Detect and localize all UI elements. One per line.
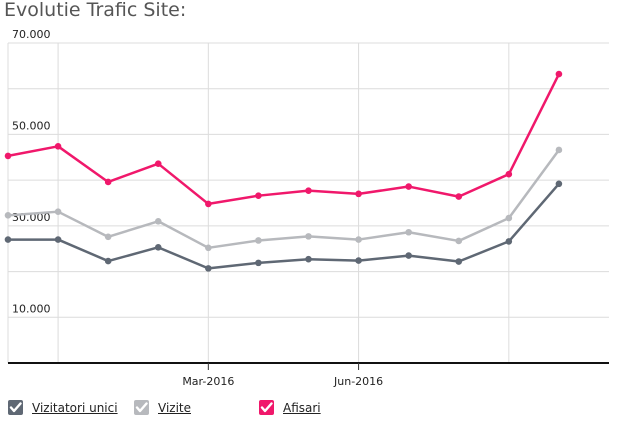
legend-label: Afisari xyxy=(283,400,321,415)
data-point xyxy=(54,236,62,243)
data-point xyxy=(104,233,112,241)
legend-item-vizite[interactable]: Vizite xyxy=(134,400,191,415)
y-tick-label: 70.000 xyxy=(12,28,51,41)
data-point xyxy=(455,258,463,265)
data-point xyxy=(455,193,463,200)
legend-label: Vizite xyxy=(158,400,191,415)
data-point xyxy=(555,70,563,78)
data-point xyxy=(505,214,513,222)
data-point xyxy=(154,160,162,167)
data-point xyxy=(205,200,212,208)
data-point xyxy=(405,228,412,236)
data-point xyxy=(4,152,12,160)
legend-label: Vizitatori unici xyxy=(32,400,118,415)
data-point xyxy=(355,190,362,198)
series-line xyxy=(7,149,560,250)
data-point xyxy=(405,183,412,190)
data-point xyxy=(555,146,563,154)
data-point xyxy=(455,237,463,245)
data-point xyxy=(355,257,362,264)
legend-item-afisari[interactable]: Afisari xyxy=(259,400,321,415)
data-point xyxy=(555,180,563,188)
x-tick-label: Jun-2016 xyxy=(333,375,383,388)
checkbox-checked-icon[interactable] xyxy=(259,400,274,415)
legend-item-vizitatori-unici[interactable]: Vizitatori unici xyxy=(8,400,118,415)
data-point xyxy=(54,143,62,150)
data-point xyxy=(205,244,212,252)
data-point xyxy=(305,233,312,240)
data-point xyxy=(355,236,362,243)
data-point xyxy=(104,178,112,186)
data-point xyxy=(305,255,312,263)
data-point xyxy=(305,187,312,194)
data-point xyxy=(405,252,412,259)
data-point xyxy=(4,236,12,243)
data-point xyxy=(505,238,513,245)
y-tick-label: 50.000 xyxy=(12,119,51,132)
data-point xyxy=(205,265,212,272)
y-tick-label: 10.000 xyxy=(12,302,51,315)
data-point xyxy=(255,237,262,244)
series-line xyxy=(7,73,561,206)
checkbox-checked-icon[interactable] xyxy=(134,400,149,415)
data-point xyxy=(4,212,12,219)
data-point xyxy=(505,170,513,178)
data-point xyxy=(255,259,262,267)
data-point xyxy=(154,244,162,251)
data-point xyxy=(255,192,262,199)
data-point xyxy=(54,208,62,215)
checkbox-checked-icon[interactable] xyxy=(8,400,23,415)
x-tick-label: Mar-2016 xyxy=(182,375,234,388)
data-point xyxy=(104,257,112,265)
data-point xyxy=(154,217,162,225)
chart-title: Evolutie Trafic Site: xyxy=(4,0,187,21)
series-line xyxy=(8,182,560,270)
